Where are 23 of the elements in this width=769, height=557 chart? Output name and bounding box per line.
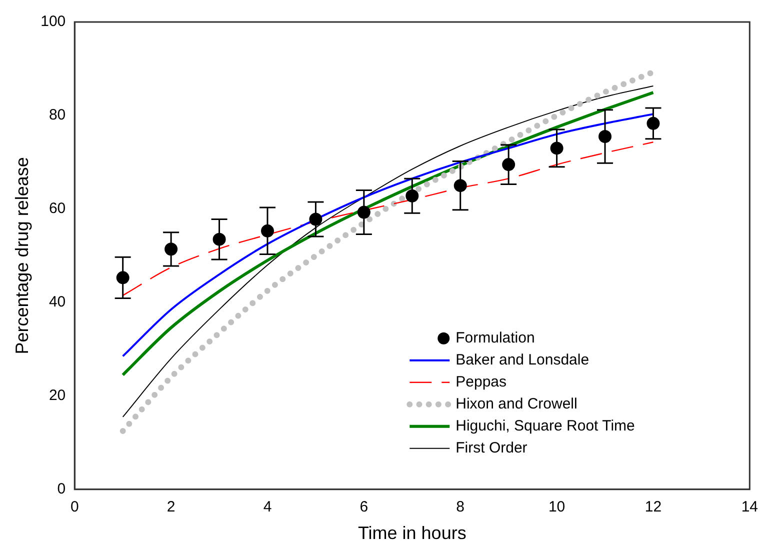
y-tick-label: 20 (48, 387, 66, 404)
x-tick-label: 14 (741, 498, 758, 516)
legend-label: Formulation (456, 330, 535, 347)
x-tick-label: 10 (548, 498, 566, 516)
x-tick-label: 6 (360, 498, 368, 516)
y-axis-title: Percentage drug release (12, 157, 32, 354)
x-axis-title: Time in hours (358, 523, 466, 544)
line-series (122, 142, 654, 296)
x-tick-label: 8 (456, 498, 465, 516)
legend-label: Peppas (456, 374, 506, 391)
y-tick-label: 100 (40, 13, 66, 30)
legend-label: Baker and Lonsdale (456, 352, 590, 369)
x-tick-label: 12 (644, 498, 662, 516)
y-tick-label: 40 (48, 294, 66, 311)
legend-label: Hixon and Crowell (456, 396, 578, 413)
legend-label: First Order (456, 440, 528, 457)
x-tick-label: 4 (263, 498, 272, 516)
legend-label: Higuchi, Square Root Time (456, 418, 635, 435)
x-tick-label: 0 (70, 498, 79, 516)
y-tick-label: 60 (48, 200, 66, 218)
y-tick-label: 80 (48, 106, 66, 124)
y-tick-label: 0 (57, 480, 66, 498)
x-tick-label: 2 (166, 498, 176, 516)
